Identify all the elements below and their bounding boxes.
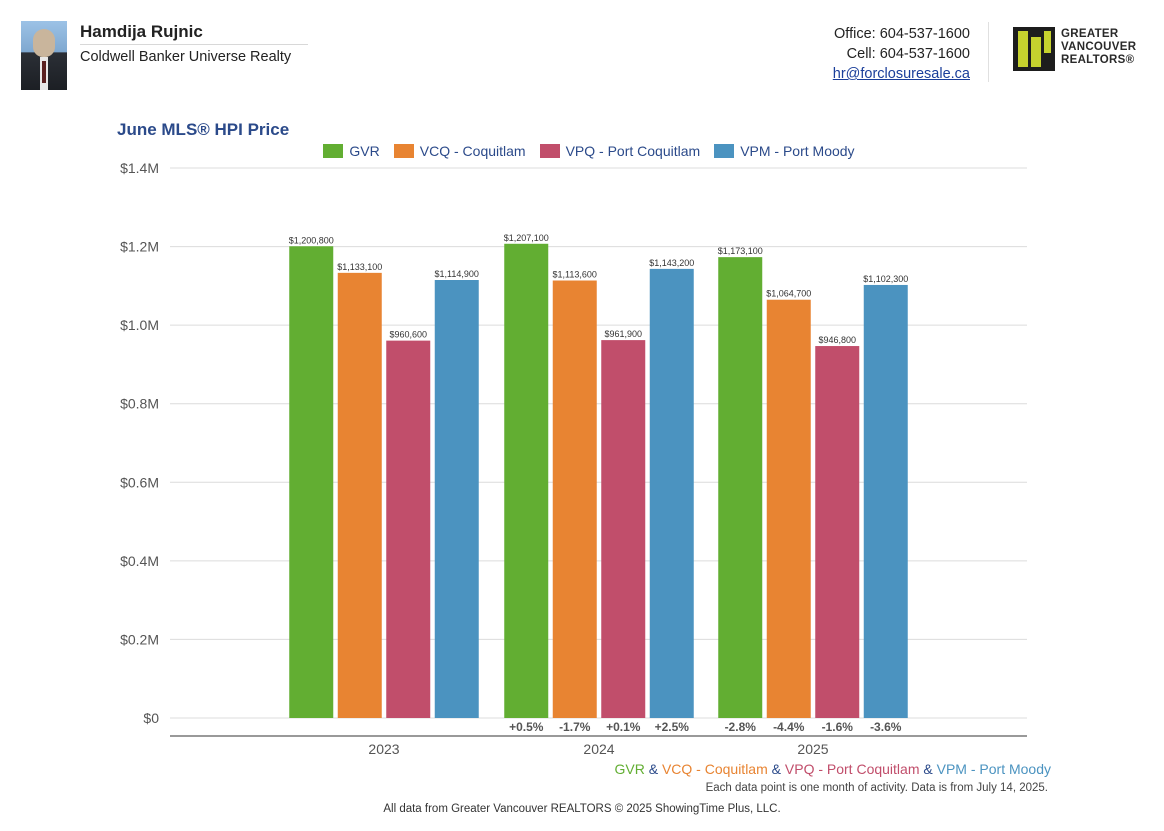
footer-amp: &: [648, 761, 659, 777]
bar-gvr-2023: [289, 246, 334, 718]
bar-value-label: $961,900: [604, 329, 642, 339]
bar-value-label: $1,173,100: [718, 246, 763, 256]
header-divider: [988, 22, 989, 82]
bar-value-label: $960,600: [389, 330, 427, 340]
bar-vpq-2023: [386, 340, 431, 718]
bar-value-label: $1,143,200: [649, 258, 694, 268]
legend-swatch-vpm: [714, 144, 735, 158]
x-tick-label: 2024: [583, 741, 614, 757]
bar-value-label: $1,114,900: [435, 269, 479, 279]
bar-gvr-2024: [504, 243, 549, 718]
bar-value-label: $946,800: [818, 335, 856, 345]
bar-vcq-2025: [766, 299, 811, 718]
legend-swatch-vcq: [393, 144, 414, 158]
bar-vpm-2023: [434, 280, 479, 718]
bar-vcq-2024: [552, 280, 597, 718]
bar-value-label: $1,064,700: [766, 289, 811, 299]
y-tick-label: $1.4M: [120, 160, 159, 176]
footer-amp: &: [923, 761, 933, 777]
legend-swatch-vpq: [539, 144, 560, 158]
email-link[interactable]: hr@forclosuresale.ca: [832, 66, 970, 82]
legend-swatch-gvr: [323, 144, 344, 158]
agent-photo: [21, 21, 67, 90]
y-tick-label: $0: [143, 710, 159, 726]
agent-name: Hamdija Rujnic: [80, 22, 203, 41]
office-phone: Office: 604-537-1600: [834, 26, 970, 42]
x-tick-label: 2023: [368, 741, 399, 757]
legend-item-gvr[interactable]: GVR: [323, 143, 380, 159]
legend-item-vcq[interactable]: VCQ - Coquitlam: [393, 143, 526, 159]
bar-vpm-2024: [649, 268, 694, 718]
y-tick-label: $1.2M: [120, 239, 159, 255]
bar-gvr-2025: [718, 257, 763, 718]
footer-amp: &: [771, 761, 781, 777]
footer-series-vpq: VPQ - Port Coquitlam: [784, 761, 920, 777]
gvr-logo-text: GREATER VANCOUVER REALTORS®: [1061, 28, 1137, 66]
data-source: All data from Greater Vancouver REALTORS…: [383, 803, 781, 815]
y-tick-label: $1.0M: [120, 317, 159, 333]
legend-item-vpm[interactable]: VPM - Port Moody: [714, 143, 855, 159]
yoy-change-label: -2.8%: [725, 720, 757, 734]
x-tick-label: 2025: [797, 741, 828, 757]
bar-value-label: $1,207,100: [504, 233, 549, 243]
footer-series-vpm: VPM - Port Moody: [936, 761, 1051, 777]
agent-divider: [80, 44, 308, 45]
yoy-change-label: -3.6%: [870, 720, 902, 734]
y-tick-label: $0.8M: [120, 396, 159, 412]
yoy-change-label: -1.6%: [822, 720, 854, 734]
footer-series-legend: GVR & VCQ - Coquitlam & VPQ - Port Coqui…: [614, 761, 1051, 777]
cell-phone: Cell: 604-537-1600: [846, 46, 970, 62]
gvr-logo-mark: [1013, 27, 1055, 71]
bar-vcq-2023: [337, 272, 382, 718]
bar-vpq-2025: [815, 346, 860, 718]
y-tick-label: $0.2M: [120, 631, 159, 647]
yoy-change-label: +0.1%: [606, 720, 641, 734]
bar-value-label: $1,200,800: [289, 235, 334, 245]
footer-series-vcq: VCQ - Coquitlam: [661, 761, 768, 777]
y-tick-label: $0.6M: [120, 474, 159, 490]
legend-label-vpq: VPQ - Port Coquitlam: [565, 143, 701, 159]
legend-label-vpm: VPM - Port Moody: [740, 143, 855, 159]
yoy-change-label: -1.7%: [559, 720, 591, 734]
yoy-change-label: +2.5%: [655, 720, 690, 734]
y-tick-label: $0.4M: [120, 553, 159, 569]
footer-series-gvr: GVR: [614, 761, 645, 777]
legend-label-gvr: GVR: [349, 143, 380, 159]
chart-title: June MLS® HPI Price: [117, 120, 290, 139]
bar-value-label: $1,102,300: [863, 274, 908, 284]
legend-item-vpq[interactable]: VPQ - Port Coquitlam: [539, 143, 701, 159]
bar-value-label: $1,133,100: [337, 262, 382, 272]
agent-company: Coldwell Banker Universe Realty: [80, 49, 292, 65]
yoy-change-label: -4.4%: [773, 720, 805, 734]
bar-vpm-2025: [863, 284, 908, 718]
bar-chart: $0 $0.2M $0.4M $0.6M $0.8M $1.0M $1.2M $1.4M $1,…: [120, 160, 1027, 757]
yoy-change-label: +0.5%: [509, 720, 544, 734]
bar-vpq-2024: [601, 340, 646, 718]
data-note: Each data point is one month of activity…: [705, 782, 1048, 794]
contact-block: Office: 604-537-1600 Cell: 604-537-1600 …: [833, 24, 970, 84]
legend-label-vcq: VCQ - Coquitlam: [419, 143, 526, 159]
chart-legend: GVR VCQ - Coquitlam VPQ - Port Coquitlam…: [0, 143, 1164, 159]
bar-value-label: $1,113,600: [553, 270, 597, 280]
gvr-logo: GREATER VANCOUVER REALTORS®: [1013, 27, 1143, 73]
